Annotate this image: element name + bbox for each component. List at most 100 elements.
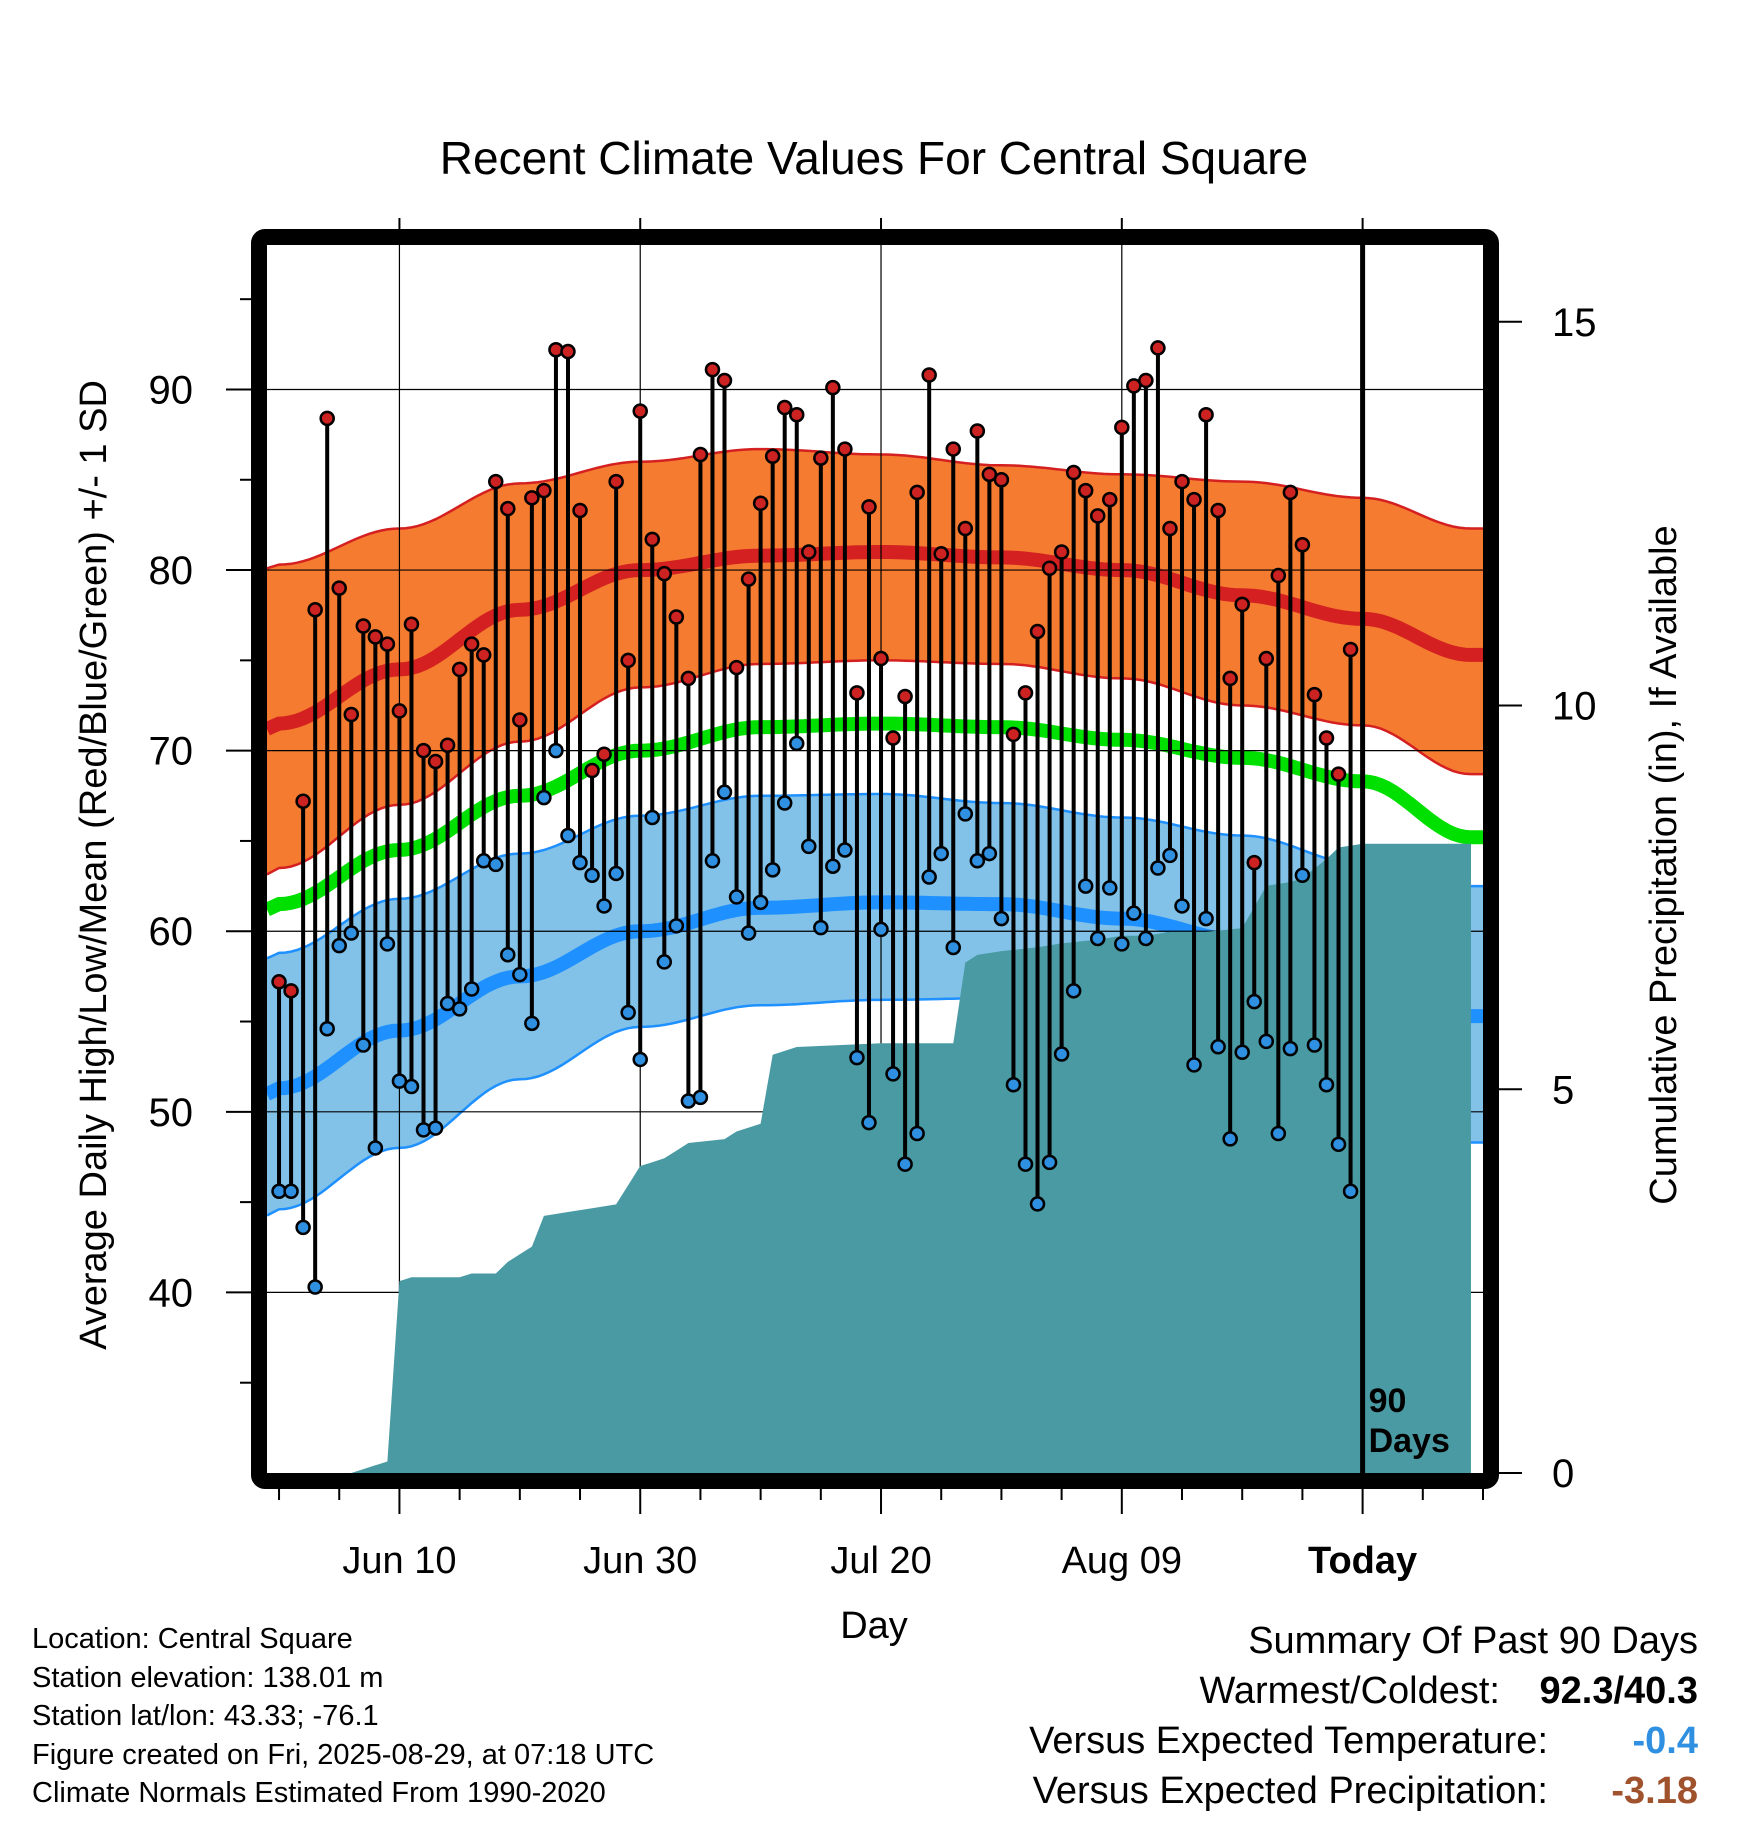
high-point	[728, 659, 745, 676]
low-point	[500, 946, 516, 963]
y-tick-label: 80	[149, 549, 194, 593]
low-point	[1282, 1040, 1299, 1057]
high-point	[837, 441, 853, 457]
y-tick-label: 60	[149, 910, 194, 954]
y2-tick-label: 5	[1552, 1068, 1574, 1112]
low-point	[488, 856, 504, 873]
high-point	[764, 448, 781, 465]
high-point	[1342, 641, 1359, 658]
chart-title: Recent Climate Values For Central Square	[440, 132, 1308, 184]
high-point	[1053, 544, 1070, 560]
low-point	[764, 862, 781, 878]
summary-warm-cold-row: Warmest/Coldest: 92.3/40.3	[1029, 1666, 1698, 1716]
high-point	[415, 742, 432, 759]
low-point	[307, 1279, 323, 1295]
high-point	[1114, 419, 1130, 436]
low-point	[993, 910, 1010, 927]
low-point	[451, 1001, 468, 1017]
high-point	[1222, 670, 1238, 687]
low-point	[1174, 898, 1190, 914]
high-point	[945, 441, 962, 457]
high-point	[849, 685, 865, 701]
latlon-text: Station lat/lon: 43.33; -76.1	[32, 1700, 379, 1732]
low-point	[1138, 930, 1154, 947]
low-point	[584, 867, 600, 884]
high-point	[620, 652, 636, 669]
low-point	[897, 1156, 913, 1172]
low-point	[1330, 1136, 1347, 1153]
high-point	[1077, 482, 1094, 499]
high-point	[1029, 623, 1046, 640]
warm-cold-label: Warmest/Coldest:	[1199, 1670, 1500, 1712]
high-point	[367, 629, 384, 645]
low-point	[921, 869, 937, 885]
high-point	[475, 647, 492, 663]
low-point	[1102, 880, 1118, 896]
high-point	[1282, 484, 1299, 501]
x-tick-label: Today	[1308, 1540, 1417, 1582]
high-point	[1089, 508, 1106, 524]
low-point	[740, 925, 757, 941]
high-point	[307, 602, 323, 618]
high-point	[1005, 726, 1022, 743]
low-point	[1306, 1037, 1323, 1053]
high-point	[331, 580, 347, 596]
low-point	[776, 795, 793, 811]
low-point	[620, 1004, 636, 1021]
y2-axis-label: Cumulative Precipitation (in), If Availa…	[1643, 525, 1685, 1204]
low-point	[331, 937, 347, 954]
low-point	[1065, 983, 1082, 999]
high-point	[584, 762, 600, 779]
high-point	[608, 473, 624, 490]
high-point	[656, 565, 673, 582]
daily-dots	[271, 340, 1359, 1295]
low-point	[1234, 1044, 1250, 1060]
low-point	[945, 939, 962, 956]
high-point	[632, 403, 648, 419]
low-point	[1150, 860, 1166, 876]
high-point	[572, 502, 588, 519]
low-point	[861, 1114, 877, 1131]
plot-frame	[251, 229, 1499, 1489]
high-point	[524, 490, 540, 506]
high-point	[1138, 372, 1154, 389]
low-point	[463, 981, 480, 997]
high-point	[957, 520, 974, 537]
high-point	[1258, 650, 1275, 667]
high-point	[355, 618, 372, 634]
low-point	[704, 853, 721, 869]
low-point	[1029, 1196, 1046, 1212]
low-point	[1162, 847, 1178, 864]
high-point	[1270, 567, 1287, 584]
low-point	[1005, 1076, 1022, 1093]
normal-high-sd-band	[267, 449, 1483, 875]
low-point	[873, 921, 889, 938]
low-point	[403, 1078, 420, 1095]
y-tick-label: 70	[149, 730, 194, 774]
low-point	[1041, 1154, 1058, 1171]
high-point	[1210, 502, 1226, 519]
low-point	[849, 1049, 865, 1066]
low-point	[1198, 910, 1214, 927]
high-point	[752, 495, 769, 511]
low-point	[572, 854, 588, 871]
high-point	[692, 446, 709, 463]
y-tick-label: 90	[149, 368, 194, 412]
low-point	[716, 784, 733, 800]
high-point	[1065, 464, 1082, 481]
high-point	[861, 499, 877, 515]
high-point	[813, 450, 829, 466]
x-tick-label: Aug 09	[1062, 1540, 1182, 1582]
high-point	[295, 793, 311, 809]
high-point	[776, 399, 793, 416]
high-point	[1174, 473, 1190, 490]
low-point	[1294, 867, 1311, 884]
location-text: Location: Central Square	[32, 1623, 353, 1655]
high-point	[704, 361, 721, 378]
low-point	[656, 954, 673, 970]
low-point	[801, 838, 817, 855]
low-point	[560, 827, 576, 844]
high-point	[1017, 685, 1034, 701]
